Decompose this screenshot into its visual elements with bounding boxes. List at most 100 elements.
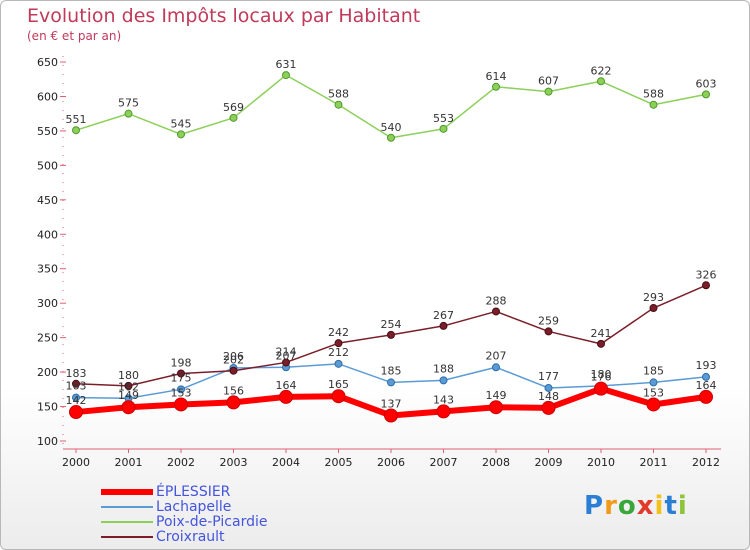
legend-swatch (101, 506, 153, 508)
y-tick-label: 250 (37, 332, 58, 345)
data-label--plessier: 149 (118, 389, 139, 402)
data-point-croixrault (439, 321, 448, 330)
data-point--plessier (384, 408, 398, 423)
x-tick-label: 2005 (325, 456, 353, 469)
data-point-poix-de-picardie (177, 130, 185, 139)
data-label-poix-de-picardie: 588 (643, 88, 664, 101)
legend-swatch (101, 536, 153, 538)
y-tick-label: 100 (37, 435, 58, 448)
data-point-croixrault (649, 304, 658, 313)
data-label-croixrault: 267 (433, 309, 454, 322)
data-label-croixrault: 198 (171, 356, 192, 369)
y-tick-label: 650 (37, 56, 58, 69)
data-label-croixrault: 293 (643, 291, 664, 304)
data-point-poix-de-picardie (124, 109, 133, 118)
data-label-croixrault: 259 (538, 314, 559, 327)
data-point--plessier (594, 381, 608, 396)
data-point-poix-de-picardie (334, 100, 343, 109)
data-label-lachapelle: 185 (643, 364, 664, 377)
data-point-lachapelle (387, 378, 395, 387)
data-point--plessier (699, 389, 713, 404)
data-label-croixrault: 288 (486, 294, 507, 307)
data-point--plessier (121, 400, 136, 415)
data-point-croixrault (282, 358, 290, 367)
data-point--plessier (646, 397, 661, 412)
data-label--plessier: 153 (171, 386, 192, 399)
x-tick-label: 2010 (587, 456, 615, 469)
data-point-croixrault (702, 281, 710, 290)
data-label-poix-de-picardie: 603 (696, 77, 717, 90)
data-point--plessier (69, 405, 83, 420)
data-point-poix-de-picardie (439, 124, 448, 133)
x-tick-label: 2002 (167, 456, 195, 469)
data-point--plessier (489, 400, 503, 415)
data-label-croixrault: 214 (276, 345, 297, 358)
data-label--plessier: 164 (276, 379, 297, 392)
data-point-lachapelle (544, 383, 553, 392)
data-point-poix-de-picardie (702, 90, 710, 99)
y-tick-label: 400 (37, 228, 58, 241)
data-label--plessier: 164 (696, 379, 717, 392)
data-label--plessier: 142 (66, 394, 87, 407)
legend-label: Lachapelle (156, 499, 232, 515)
data-point-poix-de-picardie (492, 82, 500, 91)
legend-item: ÉPLESSIER (101, 484, 361, 500)
y-tick-label: 150 (37, 401, 58, 414)
data-label-poix-de-picardie: 551 (66, 113, 87, 126)
data-point--plessier (174, 397, 188, 412)
data-label--plessier: 148 (538, 390, 559, 403)
logo-letter: i (654, 491, 665, 521)
data-label-lachapelle: 162 (118, 380, 139, 393)
data-point-croixrault (544, 327, 553, 336)
data-label-poix-de-picardie: 545 (171, 117, 192, 130)
data-point--plessier (331, 389, 346, 404)
data-label--plessier: 165 (328, 378, 349, 391)
y-tick-label: 450 (37, 194, 58, 207)
data-label-poix-de-picardie: 631 (276, 58, 297, 71)
data-point-lachapelle (177, 385, 185, 394)
legend-label: Croixrault (156, 529, 225, 545)
data-point-poix-de-picardie (229, 113, 238, 122)
data-point-lachapelle (439, 376, 448, 385)
logo-letter: i (677, 491, 688, 521)
y-tick-label: 550 (37, 125, 58, 138)
data-point-lachapelle (649, 378, 658, 387)
data-label-lachapelle: 163 (66, 380, 87, 393)
data-label-lachapelle: 177 (538, 370, 559, 383)
data-label-poix-de-picardie: 553 (433, 112, 454, 125)
data-point-croixrault (492, 307, 500, 316)
legend-swatch (101, 489, 153, 495)
data-point-poix-de-picardie (282, 71, 290, 80)
data-label-croixrault: 241 (591, 327, 612, 340)
logo-letter: x (636, 491, 655, 521)
logo-letter: P (584, 491, 605, 521)
data-point-croixrault (597, 339, 605, 348)
legend-item: Croixrault (101, 529, 361, 545)
y-tick-label: 300 (37, 297, 58, 310)
data-point-croixrault (124, 381, 133, 390)
data-label--plessier: 149 (486, 389, 507, 402)
chart-subtitle: (en € et par an) (27, 29, 122, 43)
data-point-croixrault (387, 330, 395, 339)
logo-letter: o (617, 491, 637, 521)
data-label-croixrault: 202 (223, 354, 244, 367)
data-point-croixrault (177, 369, 185, 378)
x-tick-label: 2007 (430, 456, 458, 469)
data-label-poix-de-picardie: 622 (591, 64, 612, 77)
data-point--plessier (541, 400, 556, 415)
data-point-lachapelle (72, 393, 80, 402)
data-label-poix-de-picardie: 588 (328, 88, 349, 101)
legend-item: Poix-de-Picardie (101, 514, 361, 530)
logo-letter: t (664, 491, 678, 521)
x-tick-label: 2004 (272, 456, 300, 469)
data-label-lachapelle: 193 (696, 359, 717, 372)
x-tick-label: 2009 (535, 456, 563, 469)
data-label-croixrault: 180 (118, 369, 139, 382)
y-tick-label: 350 (37, 263, 58, 276)
data-label-croixrault: 254 (381, 318, 402, 331)
data-label-lachapelle: 212 (328, 346, 349, 359)
data-label-croixrault: 242 (328, 326, 349, 339)
data-label-poix-de-picardie: 569 (223, 101, 244, 114)
data-label--plessier: 137 (381, 398, 402, 411)
